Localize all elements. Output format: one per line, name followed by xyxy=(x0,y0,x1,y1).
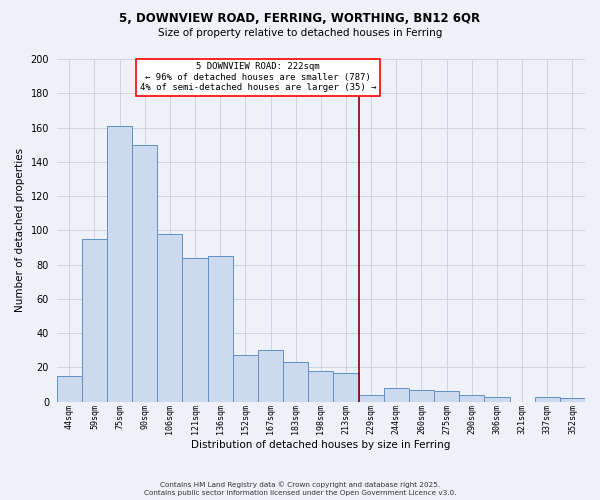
Bar xyxy=(233,356,258,402)
Bar xyxy=(459,395,484,402)
Bar xyxy=(359,395,384,402)
Text: Contains HM Land Registry data © Crown copyright and database right 2025.: Contains HM Land Registry data © Crown c… xyxy=(160,481,440,488)
Bar xyxy=(258,350,283,402)
Y-axis label: Number of detached properties: Number of detached properties xyxy=(15,148,25,312)
Bar xyxy=(308,371,334,402)
Bar xyxy=(535,396,560,402)
Bar xyxy=(132,144,157,402)
X-axis label: Distribution of detached houses by size in Ferring: Distribution of detached houses by size … xyxy=(191,440,451,450)
Bar xyxy=(82,239,107,402)
Bar xyxy=(107,126,132,402)
Bar xyxy=(409,390,434,402)
Text: Contains public sector information licensed under the Open Government Licence v3: Contains public sector information licen… xyxy=(144,490,456,496)
Bar xyxy=(157,234,182,402)
Text: Size of property relative to detached houses in Ferring: Size of property relative to detached ho… xyxy=(158,28,442,38)
Bar xyxy=(208,256,233,402)
Bar xyxy=(434,392,459,402)
Text: 5, DOWNVIEW ROAD, FERRING, WORTHING, BN12 6QR: 5, DOWNVIEW ROAD, FERRING, WORTHING, BN1… xyxy=(119,12,481,26)
Bar xyxy=(182,258,208,402)
Bar xyxy=(56,376,82,402)
Bar xyxy=(560,398,585,402)
Bar xyxy=(283,362,308,402)
Bar xyxy=(384,388,409,402)
Text: 5 DOWNVIEW ROAD: 222sqm
← 96% of detached houses are smaller (787)
4% of semi-de: 5 DOWNVIEW ROAD: 222sqm ← 96% of detache… xyxy=(140,62,376,92)
Bar xyxy=(484,396,509,402)
Bar xyxy=(334,372,359,402)
